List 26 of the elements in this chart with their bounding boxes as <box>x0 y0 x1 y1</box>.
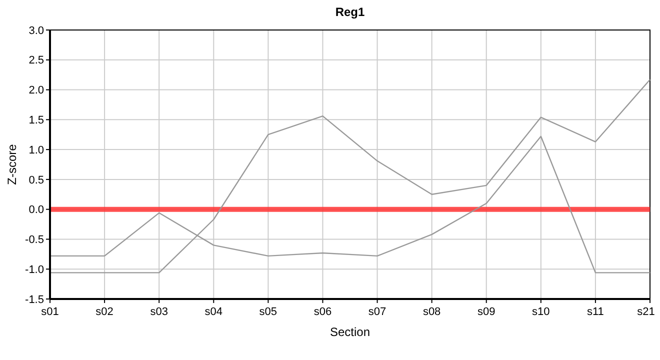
y-tick-label: 1.5 <box>28 114 44 127</box>
x-tick-label: s03 <box>150 306 168 318</box>
y-tick-label: 2.0 <box>28 84 44 97</box>
x-tick-label: s04 <box>204 306 223 318</box>
x-tick-label: s02 <box>96 306 114 318</box>
x-tick-label: s01 <box>41 306 59 318</box>
x-tick-label: s09 <box>477 306 496 318</box>
x-axis-title: Section <box>330 325 370 339</box>
x-tick-label: s10 <box>532 306 550 318</box>
x-tick-label: s11 <box>586 306 604 318</box>
x-tick-label: s06 <box>314 306 332 318</box>
x-tick-label: s21 <box>637 306 655 318</box>
y-tick-label: 2.5 <box>28 54 44 67</box>
y-tick-label: 0.5 <box>28 174 44 186</box>
chart-title: Reg1 <box>335 5 365 19</box>
x-tick-label: s08 <box>422 306 441 318</box>
y-tick-label: -1.0 <box>25 264 44 276</box>
line-series <box>49 79 651 274</box>
y-tick-label: 3.0 <box>28 24 44 37</box>
y-tick-label: 0.0 <box>28 204 44 216</box>
y-tick-label: -1.5 <box>25 294 44 306</box>
x-tick-label: s05 <box>259 306 278 318</box>
x-tick-label: s07 <box>368 306 386 318</box>
y-axis-title: Z-score <box>5 144 19 185</box>
y-tick-label: -0.5 <box>25 234 44 246</box>
y-tick-label: 1.0 <box>28 144 44 156</box>
